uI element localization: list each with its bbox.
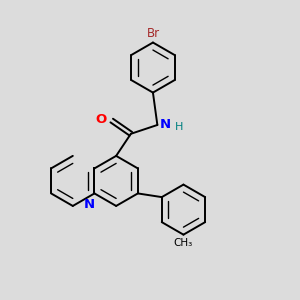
Text: CH₃: CH₃ — [174, 238, 193, 248]
Text: H: H — [174, 122, 183, 132]
Text: N: N — [160, 118, 171, 131]
Text: O: O — [95, 112, 107, 126]
Text: Br: Br — [146, 27, 160, 40]
Text: N: N — [84, 198, 95, 211]
